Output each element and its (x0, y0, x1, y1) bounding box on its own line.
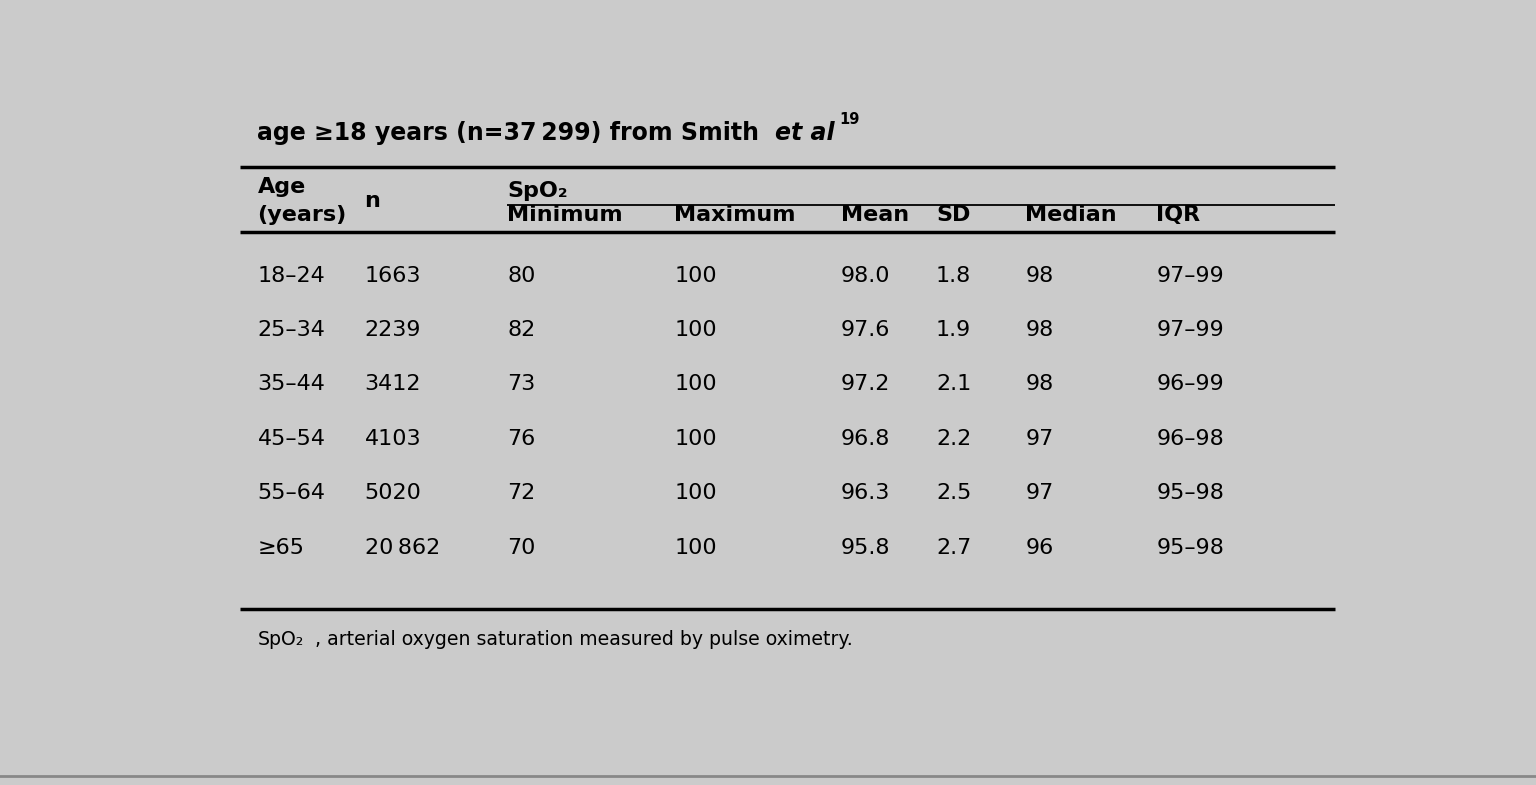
Text: 20 862: 20 862 (364, 538, 439, 557)
Text: 35–44: 35–44 (258, 374, 326, 394)
Text: SD: SD (935, 205, 971, 225)
Text: 98: 98 (1026, 374, 1054, 394)
Text: 2.1: 2.1 (935, 374, 971, 394)
Text: 19: 19 (840, 112, 860, 127)
Text: 96–98: 96–98 (1157, 429, 1224, 449)
Text: 55–64: 55–64 (258, 483, 326, 503)
Text: 96.3: 96.3 (840, 483, 891, 503)
Text: 2.5: 2.5 (935, 483, 971, 503)
Text: 45–54: 45–54 (258, 429, 326, 449)
Text: 80: 80 (507, 265, 536, 286)
Text: Mean: Mean (840, 205, 909, 225)
Text: 97.2: 97.2 (840, 374, 891, 394)
Text: , arterial oxygen saturation measured by pulse oximetry.: , arterial oxygen saturation measured by… (315, 630, 852, 649)
Text: 98: 98 (1026, 265, 1054, 286)
Text: 2.7: 2.7 (935, 538, 971, 557)
Text: 100: 100 (674, 265, 717, 286)
Text: 4103: 4103 (364, 429, 421, 449)
Text: Maximum: Maximum (674, 205, 796, 225)
Text: 25–34: 25–34 (258, 320, 326, 340)
Text: 100: 100 (674, 374, 717, 394)
Text: 97–99: 97–99 (1157, 265, 1224, 286)
Text: 1.8: 1.8 (935, 265, 971, 286)
Text: 18–24: 18–24 (258, 265, 326, 286)
Text: 98.0: 98.0 (840, 265, 891, 286)
Text: 1.9: 1.9 (935, 320, 971, 340)
Text: 100: 100 (674, 320, 717, 340)
Text: IQR: IQR (1157, 205, 1200, 225)
Text: 95–98: 95–98 (1157, 483, 1224, 503)
Text: 73: 73 (507, 374, 536, 394)
Text: 97.6: 97.6 (840, 320, 891, 340)
Text: 100: 100 (674, 429, 717, 449)
Text: SpO₂: SpO₂ (507, 181, 568, 201)
Text: 76: 76 (507, 429, 536, 449)
Text: 95.8: 95.8 (840, 538, 891, 557)
Text: 2239: 2239 (364, 320, 421, 340)
Text: 96: 96 (1026, 538, 1054, 557)
Text: ≥65: ≥65 (258, 538, 304, 557)
Text: 3412: 3412 (364, 374, 421, 394)
Text: (years): (years) (258, 205, 347, 225)
Text: 1663: 1663 (364, 265, 421, 286)
Text: et al: et al (776, 121, 836, 144)
Text: 96–99: 96–99 (1157, 374, 1224, 394)
Text: 97: 97 (1026, 429, 1054, 449)
Text: SpO₂: SpO₂ (258, 630, 304, 649)
Text: 5020: 5020 (364, 483, 421, 503)
Text: 72: 72 (507, 483, 536, 503)
Text: 82: 82 (507, 320, 536, 340)
Text: Age: Age (258, 177, 306, 197)
Text: 2.2: 2.2 (935, 429, 971, 449)
Text: age ≥18 years (n=37 299) from Smith: age ≥18 years (n=37 299) from Smith (258, 121, 768, 144)
Text: 96.8: 96.8 (840, 429, 891, 449)
Text: Median: Median (1026, 205, 1117, 225)
Text: n: n (364, 192, 381, 211)
Text: 100: 100 (674, 483, 717, 503)
Text: 97–99: 97–99 (1157, 320, 1224, 340)
Text: 97: 97 (1026, 483, 1054, 503)
Text: Minimum: Minimum (507, 205, 624, 225)
Text: 95–98: 95–98 (1157, 538, 1224, 557)
Text: 98: 98 (1026, 320, 1054, 340)
Text: 100: 100 (674, 538, 717, 557)
Text: 70: 70 (507, 538, 536, 557)
